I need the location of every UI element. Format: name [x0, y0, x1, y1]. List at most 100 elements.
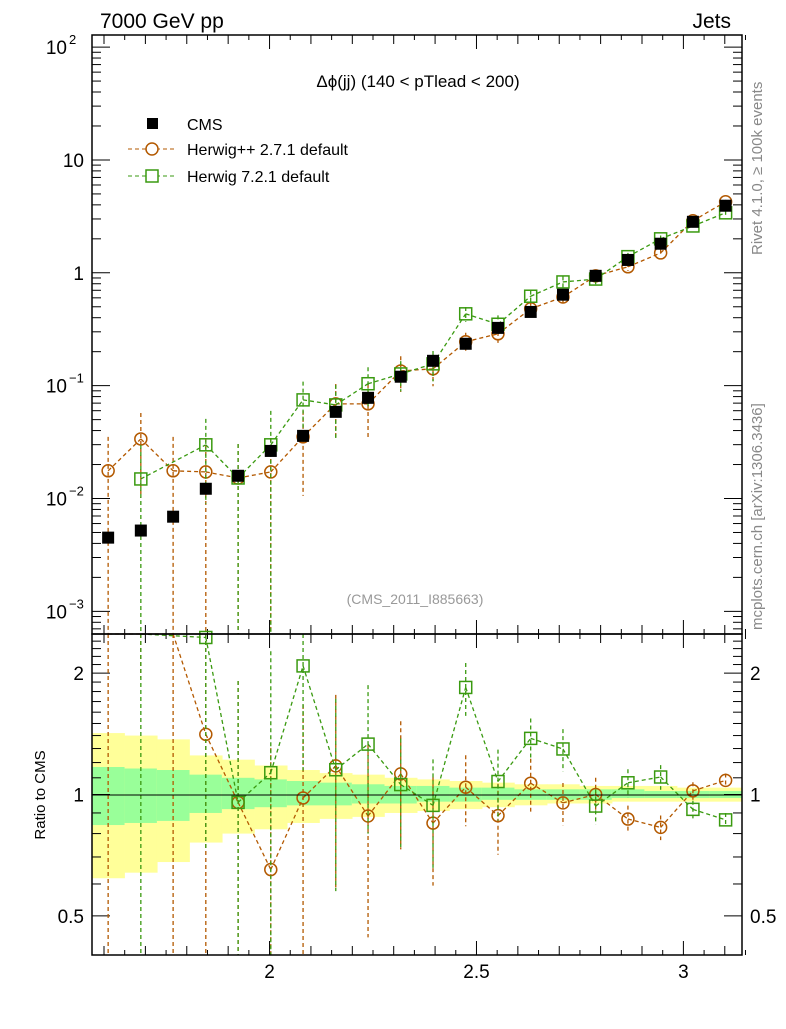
y-tick-label: 10: [46, 38, 67, 59]
herwig7-ratio-point: [621, 776, 635, 790]
x-tick-label: 2.5: [463, 962, 489, 983]
ratio-tick-label-right: 2: [750, 664, 761, 685]
mcplots-label: mcplots.cern.ch [arXiv:1306.3436]: [749, 403, 766, 630]
herwigpp-point: [101, 464, 115, 478]
herwig7-line: [302, 399, 336, 406]
herwigpp-ratio-line: [432, 786, 467, 824]
cms-point: [362, 391, 375, 404]
cms-point: [524, 305, 537, 318]
y-tick-label: 10: [46, 377, 67, 398]
cms-point: [167, 510, 180, 523]
herwig7-ratio-line: [302, 665, 337, 770]
herwig7-ratio-point: [653, 770, 668, 784]
herwig7-ratio-point: [264, 765, 278, 780]
herwig7-point: [199, 438, 213, 452]
herwig7-ratio-line: [205, 637, 239, 803]
herwigpp-ratio-line: [497, 782, 532, 817]
cms-point: [459, 337, 472, 350]
herwig7-ratio-line: [270, 665, 304, 773]
cms-point: [654, 237, 667, 250]
legend-herwigpp-marker: [145, 142, 159, 156]
cms-point: [589, 269, 602, 282]
cms-point: [329, 405, 342, 418]
herwig7-ratio-point: [686, 802, 700, 817]
ratio-axis-label: Ratio to CMS: [32, 750, 49, 839]
legend: CMS Herwig++ 2.7.1 default Herwig 7.2.1 …: [128, 117, 349, 186]
band-stat: [189, 774, 223, 813]
herwig7-point: [458, 307, 473, 321]
cms-point: [199, 482, 212, 495]
legend-herwig7: Herwig 7.2.1 default: [187, 169, 330, 186]
herwig7-line: [270, 399, 304, 446]
herwigpp-ratio-point: [458, 780, 473, 794]
herwig7-point: [296, 393, 310, 407]
herwigpp-ratio-line: [172, 633, 207, 735]
herwig7-ratio-point: [556, 742, 570, 756]
herwigpp-ratio-point: [491, 808, 505, 823]
herwigpp-line: [595, 266, 629, 277]
herwig7-ratio-point: [361, 737, 375, 751]
herwigpp-ratio-line: [270, 797, 304, 870]
x-tick-label: 2: [264, 962, 275, 983]
y-tick-exponent: 2: [69, 32, 76, 47]
herwigpp-line: [400, 368, 434, 372]
cms-point: [264, 444, 277, 457]
herwigpp-point: [264, 465, 278, 479]
analysis-label: (CMS_2011_I885663): [347, 591, 484, 607]
herwigpp-line: [107, 438, 142, 472]
chart-title: Δϕ(jj) (140 < pTlead < 200): [316, 72, 519, 91]
cms-point: [427, 354, 440, 367]
herwigpp-line: [173, 470, 206, 473]
herwigpp-ratio-point: [621, 812, 635, 826]
cms-point: [491, 321, 504, 334]
herwigpp-line: [205, 471, 239, 479]
herwig7-line: [562, 278, 596, 283]
herwigpp-line: [140, 438, 174, 472]
herwigpp-ratio-line: [465, 786, 499, 817]
cms-point: [232, 469, 245, 482]
herwigpp-ratio-point: [718, 773, 733, 788]
cms-point: [102, 531, 115, 544]
legend-herwigpp: Herwig++ 2.7.1 default: [187, 142, 349, 159]
herwig7-ratio-line: [432, 687, 467, 806]
y-tick-label: 1: [73, 264, 84, 285]
rivet-label: Rivet 4.1.0, ≥ 100k events: [749, 82, 766, 255]
herwigpp-point: [134, 432, 148, 446]
ratio-tick-label: 0.5: [58, 907, 84, 928]
herwig7-ratio-point: [523, 731, 538, 746]
herwig7-ratio-point: [296, 659, 310, 673]
herwigpp-ratio-line: [660, 790, 694, 828]
herwigpp-ratio-point: [296, 791, 310, 805]
cms-point: [686, 215, 699, 228]
ratio-tick-label-right: 0.5: [750, 907, 776, 928]
herwigpp-ratio-line: [237, 802, 272, 870]
header-right: Jets: [692, 10, 731, 33]
y-tick-label: 10: [46, 490, 67, 511]
y-tick-exponent: −3: [69, 596, 84, 611]
herwig7-point: [523, 289, 538, 303]
herwig7-ratio-point: [329, 762, 343, 777]
herwig7-ratio-point: [458, 680, 473, 695]
herwigpp-point: [166, 464, 180, 478]
herwig7-ratio-line: [335, 743, 369, 771]
ratio-tick-label: 2: [73, 664, 84, 685]
x-tick-label: 3: [678, 962, 689, 983]
herwigpp-line: [270, 436, 304, 473]
cms-point: [134, 524, 147, 537]
herwig7-line: [140, 444, 207, 480]
herwigpp-ratio-point: [556, 796, 570, 810]
y-tick-exponent: −2: [69, 484, 84, 499]
herwig7-ratio-point: [588, 799, 603, 813]
herwigpp-ratio-point: [653, 820, 668, 835]
herwig7-ratio-line: [627, 776, 661, 784]
cms-point: [297, 429, 310, 442]
herwigpp-ratio-point: [686, 784, 700, 798]
herwig7-ratio-line: [497, 737, 532, 782]
herwig7-ratio-point: [426, 798, 440, 813]
herwig7-ratio-point: [199, 630, 213, 645]
herwig7-point: [361, 376, 375, 391]
y-tick-label: 10: [46, 602, 67, 623]
herwigpp-line: [237, 471, 271, 479]
